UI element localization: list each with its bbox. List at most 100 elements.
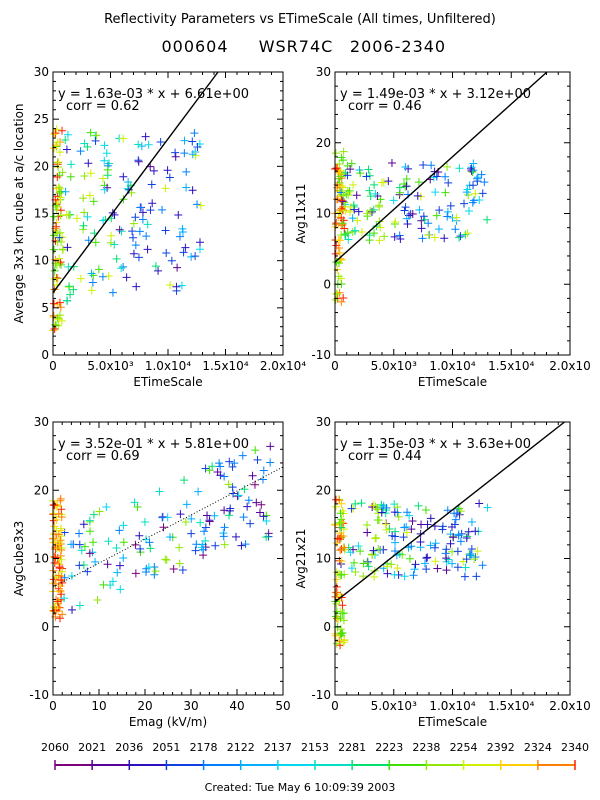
scatter-point	[469, 181, 478, 190]
scatter-point	[85, 549, 94, 558]
scatter-point	[106, 238, 115, 247]
scatter-point	[369, 546, 378, 555]
scatter-point	[112, 543, 121, 552]
scatter-point	[49, 311, 58, 320]
x-axis-label: ETimeScale	[133, 375, 202, 389]
scatter-point	[79, 520, 88, 529]
scatter-point	[150, 570, 159, 579]
scatter-point	[424, 219, 433, 228]
scatter-point	[337, 297, 346, 306]
scatter-point	[175, 232, 184, 241]
scatter-point	[220, 506, 229, 515]
scatter-point	[103, 165, 112, 174]
x-tick-label: 5.0x10³	[371, 359, 417, 373]
scatter-point	[347, 159, 356, 168]
fit-equation: y = 1.49e-03 * x + 3.12e+00	[340, 87, 531, 102]
fit-correlation: corr = 0.69	[66, 449, 140, 464]
scatter-point	[63, 243, 72, 252]
scatter-point	[483, 503, 492, 512]
y-tick-label: 30	[34, 65, 49, 79]
scatter-point	[131, 540, 140, 549]
scatter-point	[151, 262, 160, 271]
scatter-point	[54, 571, 63, 580]
scatter-point	[122, 273, 131, 282]
scatter-point	[337, 153, 346, 162]
scatter-point	[407, 542, 416, 551]
y-axis-label: Average 3x3 km cube at a/c location	[12, 103, 26, 323]
scatter-point	[86, 169, 95, 178]
scatter-point	[371, 189, 380, 198]
scatter-point	[450, 520, 459, 529]
scatter-point	[354, 207, 363, 216]
scatter-point	[339, 294, 348, 303]
scatter-point	[262, 517, 271, 526]
scatter-point	[441, 172, 450, 181]
scatter-point	[369, 205, 378, 214]
scatter-point	[343, 171, 352, 180]
scatter-point	[411, 560, 420, 569]
scatter-point	[448, 559, 457, 568]
scatter-point	[140, 518, 149, 527]
scatter-point	[379, 564, 388, 573]
scatter-point	[348, 214, 357, 223]
scatter-point	[340, 543, 349, 552]
scatter-point	[162, 555, 171, 564]
scatter-point	[451, 225, 460, 234]
scatter-point	[381, 520, 390, 529]
scatter-point	[341, 206, 350, 215]
scatter-point	[49, 575, 58, 584]
scatter-point	[338, 219, 347, 228]
scatter-point	[402, 523, 411, 532]
scatter-point	[95, 507, 104, 516]
scatter-point	[53, 203, 62, 212]
y-tick-label: 5	[41, 301, 49, 315]
scatter-point	[196, 518, 205, 527]
scatter-point	[466, 164, 475, 173]
scatter-point	[462, 555, 471, 564]
scatter-point	[343, 228, 352, 237]
colorbar-label: 2340	[561, 741, 589, 754]
scatter-point	[400, 206, 409, 215]
y-tick-label: 20	[316, 483, 331, 497]
scatter-point	[92, 131, 101, 140]
colorbar-label: 2122	[227, 741, 255, 754]
scatter-point	[104, 537, 113, 546]
scatter-point	[478, 189, 487, 198]
scatter-point	[201, 464, 210, 473]
scatter-point	[332, 289, 341, 298]
scatter-point	[471, 552, 480, 561]
scatter-point	[433, 564, 442, 573]
scatter-point	[344, 235, 353, 244]
scatter-point	[149, 166, 158, 175]
scatter-point	[338, 609, 347, 618]
scatter-point	[54, 158, 63, 167]
scatter-point	[369, 501, 378, 510]
scatter-point	[359, 572, 368, 581]
colorbar-label: 2153	[301, 741, 329, 754]
scatter-point	[337, 523, 346, 532]
scatter-point	[182, 183, 191, 192]
scatter-point	[49, 500, 58, 509]
scatter-point	[335, 160, 344, 169]
scatter-point	[79, 221, 88, 230]
fit-equation: y = 3.52e-01 * x + 5.81e+00	[58, 437, 249, 452]
scatter-point	[352, 191, 361, 200]
scatter-point	[351, 568, 360, 577]
scatter-point	[384, 177, 393, 186]
scatter-point	[130, 498, 139, 507]
scatter-point	[57, 505, 66, 514]
scatter-point	[174, 210, 183, 219]
scatter-point	[471, 189, 480, 198]
scatter-point	[57, 555, 66, 564]
scatter-point	[393, 564, 402, 573]
colorbar-label: 2036	[115, 741, 143, 754]
x-tick-label: 1.5x10⁴	[488, 359, 534, 373]
scatter-point	[62, 145, 71, 154]
scatter-point	[420, 559, 429, 568]
scatter-point	[112, 254, 121, 263]
scatter-point	[470, 555, 479, 564]
subtitle-date: 000604	[161, 37, 228, 56]
scatter-point	[75, 601, 84, 610]
scatter-point	[220, 540, 229, 549]
y-tick-label: 0	[323, 277, 331, 291]
